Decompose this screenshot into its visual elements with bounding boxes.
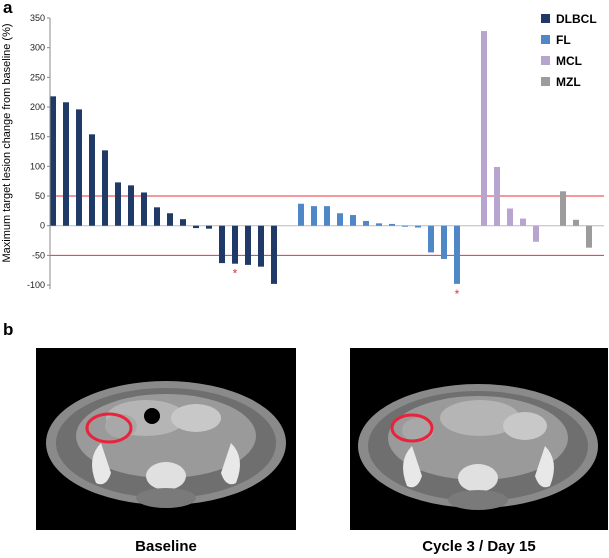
y-tick-label: 350 [30,13,45,23]
bar-mcl [533,225,539,242]
ct-scan-cycle3-graphic [358,384,598,510]
bar-fl [415,225,421,228]
bar-mzl [560,191,566,226]
bar-mcl [481,31,487,226]
significance-marker: * [455,287,460,301]
caption-baseline: Baseline [135,538,197,555]
y-tick-label: -100 [27,280,45,290]
bar-mzl [573,219,579,226]
bar-fl [428,225,434,253]
panel-label-a: a [3,0,13,17]
bar-dlbcl [154,207,160,226]
caption-cycle3-day15: Cycle 3 / Day 15 [422,538,536,555]
bar-dlbcl [102,150,108,226]
bar-mcl [494,166,500,226]
legend-swatch-mzl [541,77,550,86]
bar-dlbcl [141,192,147,226]
bar-fl [298,203,304,226]
bar-dlbcl [167,213,173,226]
significance-markers: ** [233,267,460,301]
bar-fl [324,206,330,226]
panel-label-b: b [3,320,14,339]
y-tick-label: 0 [40,221,45,231]
legend-label-dlbcl: DLBCL [556,12,597,26]
y-tick-label: 100 [30,161,45,171]
y-axis-label: Maximum target lesion change from baseli… [1,23,13,262]
bars [50,31,592,284]
bar-dlbcl [76,109,82,226]
ct-image-baseline [36,348,296,530]
bar-dlbcl [232,225,238,264]
y-tick-label: -50 [32,250,45,260]
bar-dlbcl [115,182,121,226]
bar-mcl [520,218,526,226]
bar-dlbcl [245,225,251,265]
bar-fl [389,223,395,226]
legend-label-mcl: MCL [556,54,582,68]
y-tick-label: 250 [30,72,45,82]
bar-dlbcl [258,225,264,267]
legend-label-mzl: MZL [556,75,581,89]
bar-dlbcl [180,219,186,226]
bar-fl [350,215,356,226]
legend-swatch-mcl [541,56,550,65]
bar-dlbcl [271,225,277,284]
bar-mzl [586,225,592,248]
bar-dlbcl [63,102,69,226]
ct-scan-baseline-graphic [46,381,286,508]
bar-fl [441,225,447,259]
bar-fl [402,225,408,227]
y-tick-label: 50 [35,191,45,201]
y-axis: -100 -50 0 50 100 150 200 250 300 350 [27,13,51,290]
legend: DLBCL FL MCL MZL [541,12,597,89]
bar-dlbcl [50,96,56,226]
bar-dlbcl [219,225,225,264]
bar-dlbcl [89,134,95,226]
bar-fl [311,206,317,226]
y-tick-label: 200 [30,102,45,112]
bar-dlbcl [193,225,199,229]
legend-swatch-fl [541,35,550,44]
bar-dlbcl [206,225,212,229]
y-tick-label: 150 [30,132,45,142]
ct-image-cycle3-day15 [350,348,608,530]
bar-dlbcl [128,185,134,226]
y-tick-label: 300 [30,43,45,53]
legend-label-fl: FL [556,33,571,47]
bar-fl [337,213,343,226]
bar-fl [376,223,382,226]
bar-fl [454,225,460,284]
bar-mcl [507,208,513,226]
bar-fl [363,220,369,226]
significance-marker: * [233,267,238,281]
legend-swatch-dlbcl [541,14,550,23]
